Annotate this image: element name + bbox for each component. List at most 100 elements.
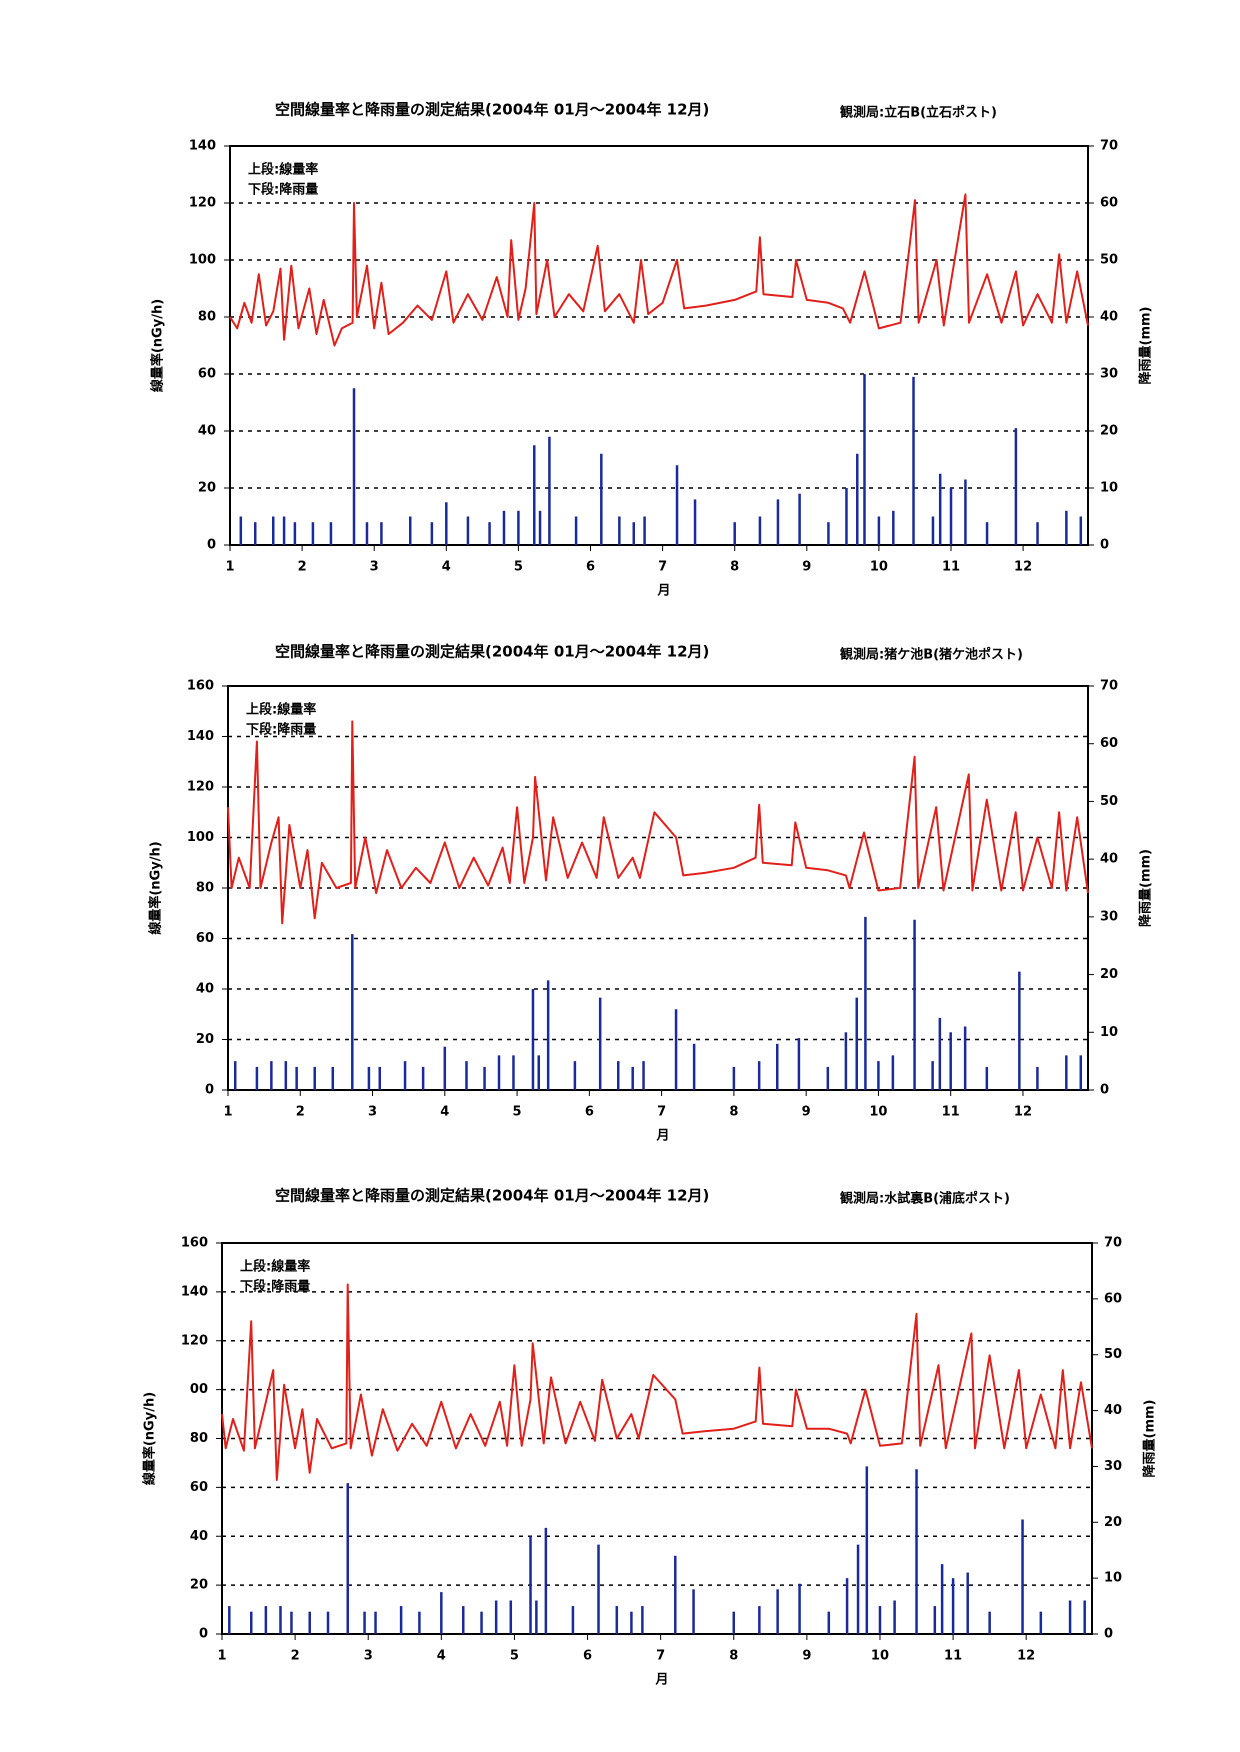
y-tick-label: 100 [187, 830, 214, 845]
y2-tick-label: 10 [1100, 1025, 1118, 1040]
y-tick-label: 20 [190, 1578, 208, 1593]
x-tick-label: 10 [870, 560, 888, 575]
x-tick-label: 4 [437, 1649, 446, 1664]
x-tick-label: 6 [583, 1649, 592, 1664]
x-tick-label: 12 [1014, 560, 1032, 575]
y-tick-label: 20 [196, 1032, 214, 1047]
y-tick-label: 60 [190, 1480, 208, 1495]
y2-axis-label: 降雨量(mm) [1138, 849, 1154, 927]
series-note: 下段:降雨量 [248, 182, 318, 198]
x-tick-label: 9 [802, 1105, 811, 1120]
series-note: 上段:線量率 [240, 1259, 310, 1275]
x-tick-label: 1 [217, 1649, 226, 1664]
y-tick-label: 00 [190, 1382, 208, 1397]
y2-tick-label: 60 [1104, 1291, 1122, 1306]
y2-tick-label: 60 [1100, 736, 1118, 751]
dose-rate-line [229, 193, 1089, 347]
y2-tick-label: 0 [1100, 538, 1109, 553]
y2-tick-label: 40 [1104, 1403, 1122, 1418]
y2-tick-label: 70 [1104, 1236, 1122, 1251]
y2-axis-label: 降雨量(mm) [1138, 307, 1154, 385]
y-axis-label: 線量率(nGy/h) [148, 841, 164, 934]
x-tick-label: 2 [291, 1649, 300, 1664]
x-tick-label: 9 [802, 1649, 811, 1664]
y2-tick-label: 50 [1100, 794, 1118, 809]
x-tick-label: 8 [729, 1105, 738, 1120]
station-label: 観測局:水試裏B(浦底ポスト) [839, 1191, 1010, 1207]
series-note: 上段:線量率 [246, 702, 316, 718]
y-tick-label: 40 [196, 982, 214, 997]
y-tick-label: 80 [190, 1431, 208, 1446]
x-tick-label: 3 [368, 1105, 377, 1120]
y-tick-label: 120 [187, 780, 214, 795]
x-tick-label: 3 [370, 560, 379, 575]
x-tick-label: 11 [944, 1649, 962, 1664]
y2-tick-label: 40 [1100, 852, 1118, 867]
dose-rate-line [221, 1283, 1093, 1481]
x-tick-label: 7 [658, 560, 667, 575]
y-tick-label: 160 [181, 1236, 208, 1251]
station-label: 観測局:立石B(立石ポスト) [839, 105, 997, 121]
y2-tick-label: 0 [1100, 1083, 1109, 1098]
y2-axis-label: 降雨量(mm) [1142, 1400, 1158, 1478]
x-axis-label: 月 [656, 584, 670, 599]
y2-tick-label: 50 [1104, 1347, 1122, 1362]
plot-frame [229, 145, 1089, 546]
y-axis-label: 線量率(nGy/h) [142, 1392, 158, 1485]
series-note: 上段:線量率 [248, 162, 318, 178]
x-tick-label: 10 [871, 1649, 889, 1664]
y2-tick-label: 70 [1100, 679, 1118, 694]
y2-tick-label: 20 [1100, 967, 1118, 982]
y-axis-label: 線量率(nGy/h) [150, 299, 166, 392]
y-tick-label: 40 [198, 424, 216, 439]
y-tick-label: 160 [187, 679, 214, 694]
y2-tick-label: 60 [1100, 196, 1118, 211]
x-tick-label: 5 [514, 560, 523, 575]
chart: 空間線量率と降雨量の測定結果(2004年 01月～2004年 12月) 観測局:立… [150, 101, 1154, 599]
x-tick-label: 12 [1014, 1105, 1032, 1120]
y2-tick-label: 10 [1104, 1571, 1122, 1586]
chart: 空間線量率と降雨量の測定結果(2004年 01月～2004年 12月) 観測局:水… [142, 1187, 1158, 1688]
x-tick-label: 2 [298, 560, 307, 575]
y-tick-label: 0 [207, 538, 216, 553]
station-label: 観測局:猪ケ池B(猪ケ池ポスト) [839, 647, 1023, 663]
x-tick-label: 8 [730, 560, 739, 575]
y-tick-label: 80 [198, 310, 216, 325]
x-axis-label: 月 [654, 1673, 668, 1688]
y-tick-label: 0 [199, 1627, 208, 1642]
y-tick-label: 0 [205, 1083, 214, 1098]
y2-tick-label: 30 [1100, 367, 1118, 382]
y-tick-label: 120 [189, 196, 216, 211]
y2-tick-label: 10 [1100, 481, 1118, 496]
y-tick-label: 100 [189, 253, 216, 268]
x-tick-label: 3 [364, 1649, 373, 1664]
y2-tick-label: 40 [1100, 310, 1118, 325]
y2-tick-label: 20 [1100, 424, 1118, 439]
y2-tick-label: 20 [1104, 1515, 1122, 1530]
y2-tick-label: 0 [1104, 1627, 1113, 1642]
dose-rate-line [227, 720, 1089, 925]
y-tick-label: 140 [189, 139, 216, 154]
y2-tick-label: 50 [1100, 253, 1118, 268]
y2-tick-label: 30 [1104, 1459, 1122, 1474]
x-tick-label: 4 [442, 560, 451, 575]
x-tick-label: 4 [440, 1105, 449, 1120]
y2-tick-label: 70 [1100, 139, 1118, 154]
x-tick-label: 11 [942, 560, 960, 575]
x-tick-label: 5 [510, 1649, 519, 1664]
y-tick-label: 140 [187, 729, 214, 744]
x-tick-label: 2 [296, 1105, 305, 1120]
x-tick-label: 12 [1017, 1649, 1035, 1664]
x-tick-label: 10 [869, 1105, 887, 1120]
x-tick-label: 8 [729, 1649, 738, 1664]
x-tick-label: 7 [656, 1649, 665, 1664]
y-tick-label: 20 [198, 481, 216, 496]
chart-title: 空間線量率と降雨量の測定結果(2004年 01月～2004年 12月) [275, 643, 709, 661]
y-tick-label: 40 [190, 1529, 208, 1544]
x-axis-label: 月 [655, 1129, 669, 1144]
series-note: 下段:降雨量 [246, 722, 316, 738]
x-tick-label: 6 [585, 1105, 594, 1120]
y-tick-label: 120 [181, 1333, 208, 1348]
